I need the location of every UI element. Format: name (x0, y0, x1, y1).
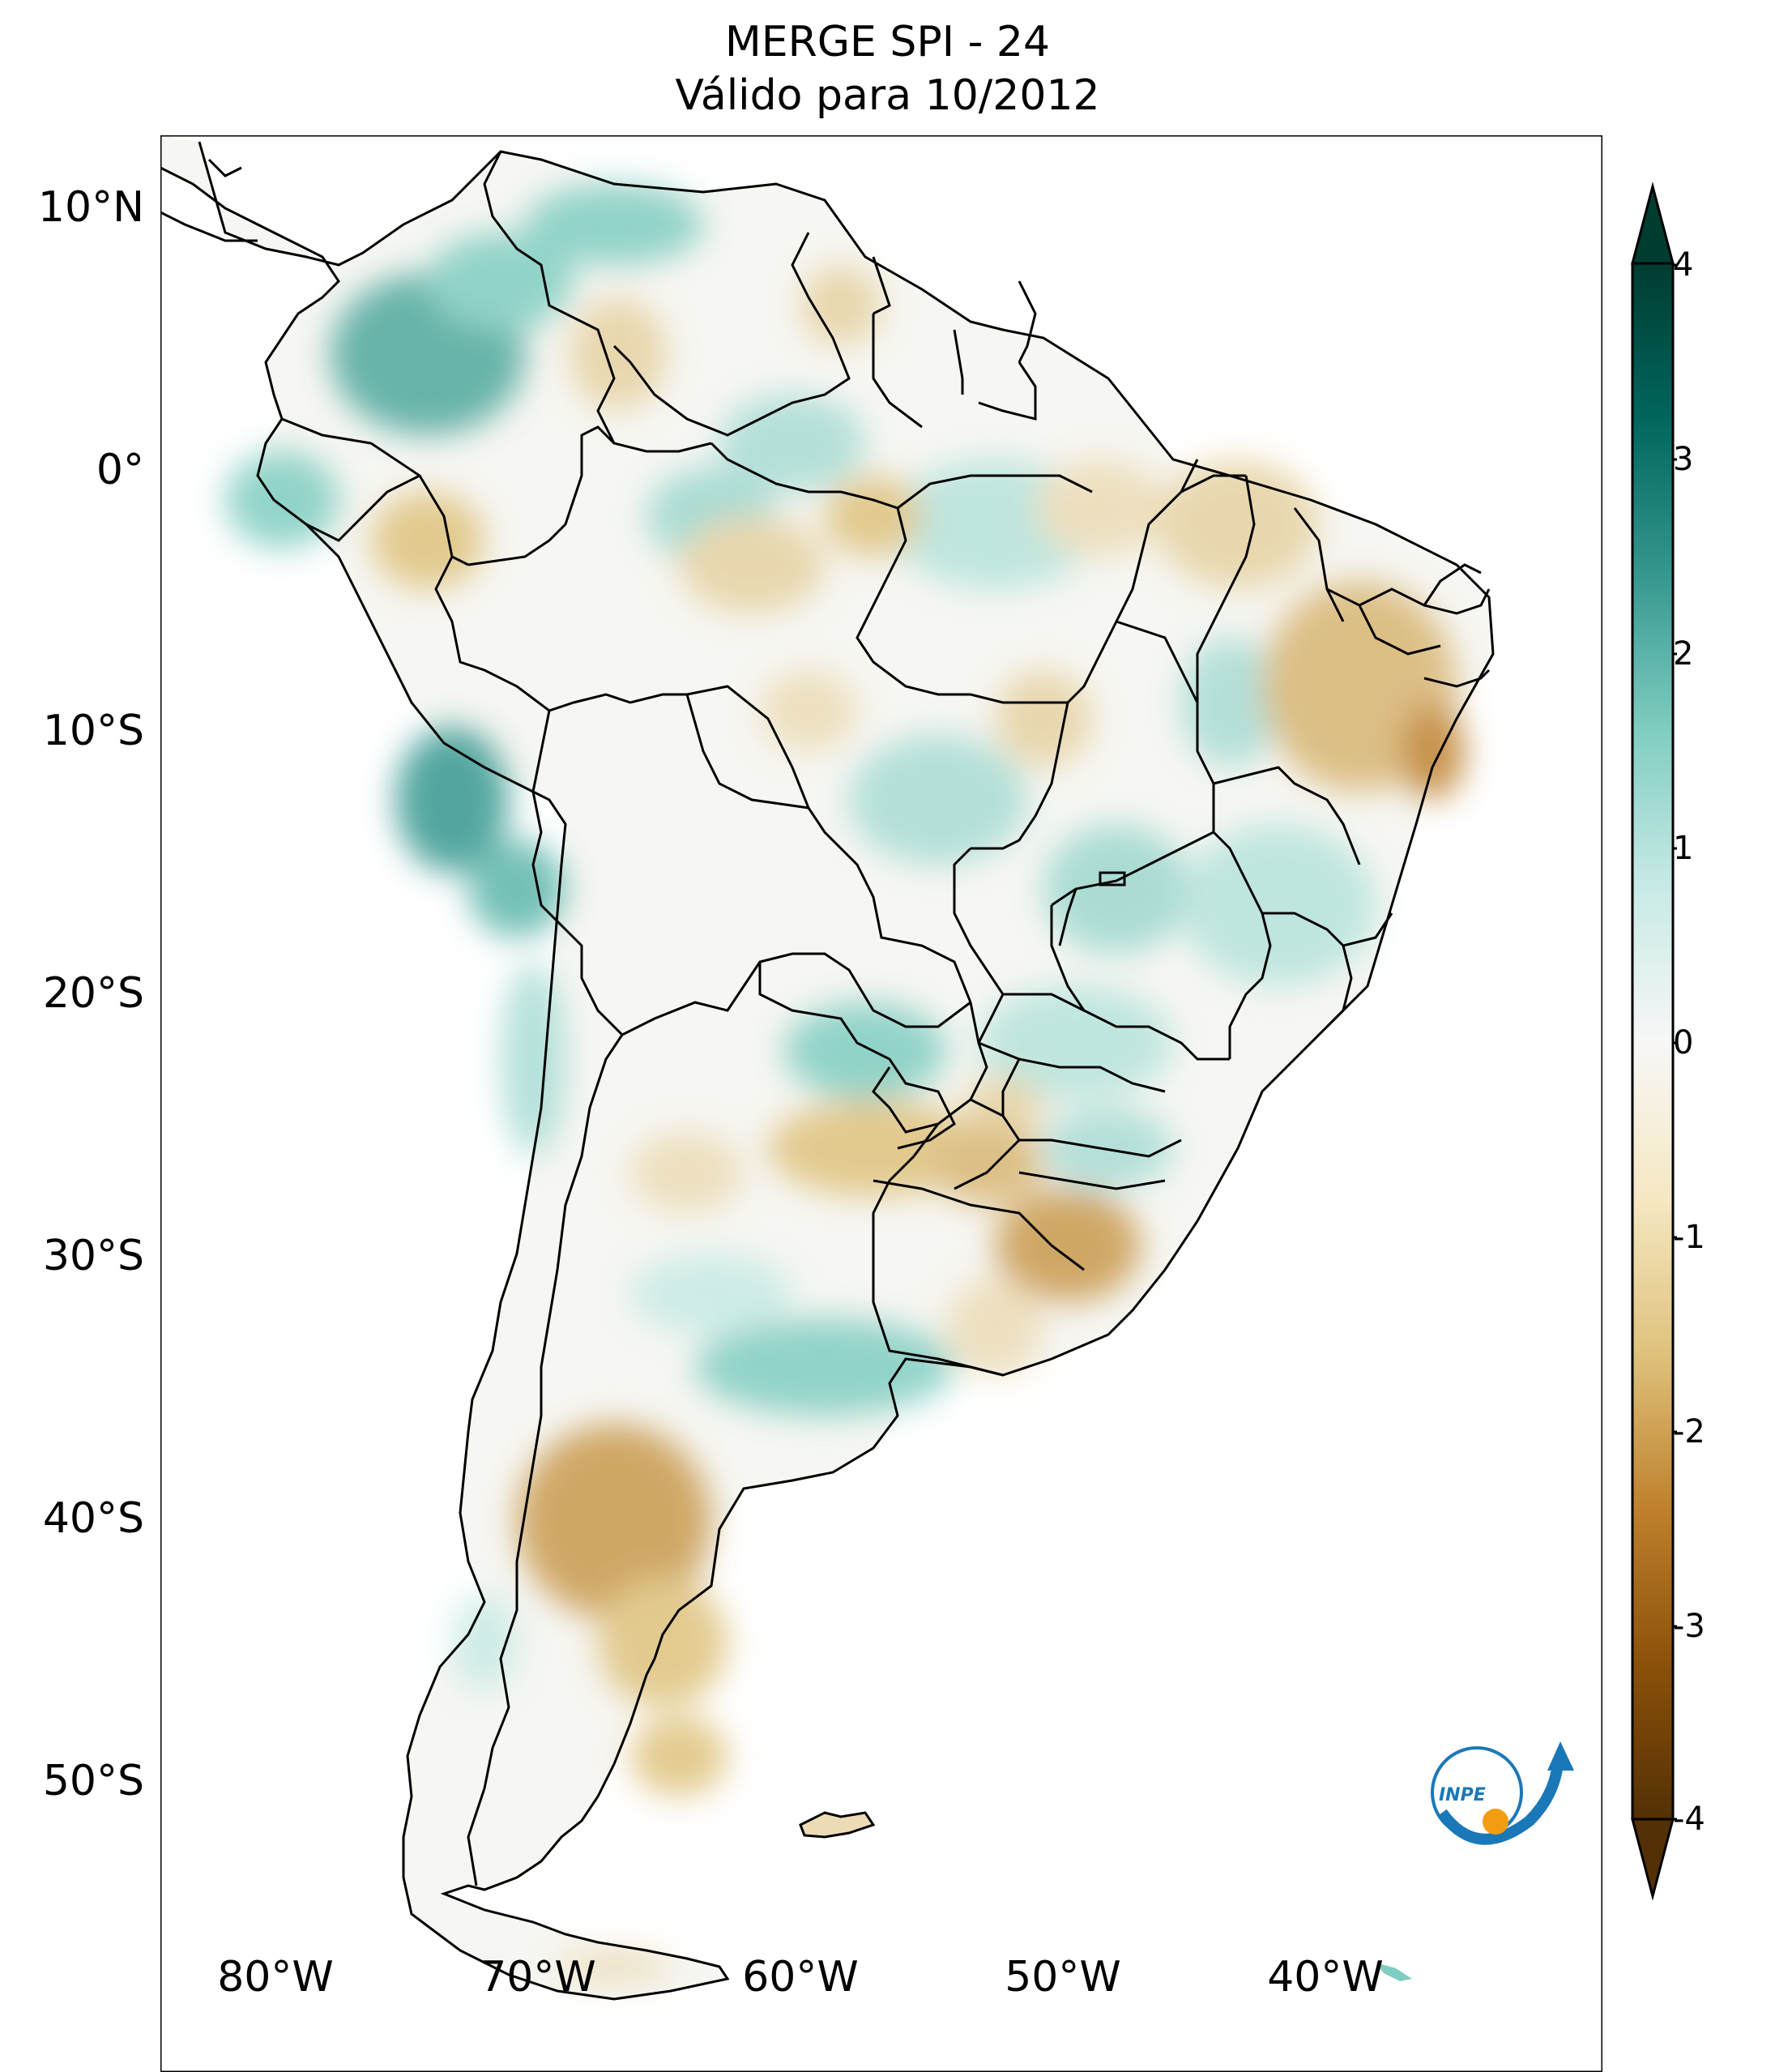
sun-icon (1483, 1809, 1508, 1835)
map-plot: INPE (160, 135, 1602, 2072)
inpe-logo-text: INPE (1439, 1785, 1486, 1805)
colorbar-tick-neg1: -1 (1673, 1219, 1705, 1256)
map-subtitle: Válido para 10/2012 (675, 71, 1100, 120)
colorbar-gradient (1631, 262, 1675, 1821)
colorbar-tick-neg3: -3 (1673, 1608, 1705, 1645)
inpe-logo: INPE (1431, 1741, 1574, 1845)
map-title: MERGE SPI - 24 (724, 18, 1051, 66)
lon-label-70w: 70°W (480, 1953, 596, 2002)
colorbar-extend-top (1631, 182, 1675, 265)
colorbar-tick-4: 4 (1673, 246, 1694, 284)
lon-label-40w: 40°W (1267, 1953, 1384, 2002)
lat-label-10n: 10°N (37, 183, 144, 232)
lat-label-20s: 20°S (42, 969, 144, 1018)
colorbar-tick-1: 1 (1673, 830, 1694, 867)
falkland-islands (799, 1811, 876, 1839)
colorbar-tick-2: 2 (1673, 635, 1694, 673)
colorbar-tick-3: 3 (1673, 441, 1694, 478)
south-georgia (1376, 1963, 1412, 1981)
lon-label-80w: 80°W (217, 1953, 334, 2002)
lon-label-60w: 60°W (742, 1953, 859, 2002)
colorbar-tick-neg4: -4 (1673, 1801, 1705, 1838)
lat-label-10s: 10°S (42, 707, 144, 755)
lat-label-50s: 50°S (42, 1757, 144, 1805)
lon-label-50w: 50°W (1005, 1953, 1121, 2002)
lat-label-0: 0° (96, 446, 144, 494)
colorbar-tick-0: 0 (1673, 1024, 1694, 1062)
colorbar-tick-neg2: -2 (1673, 1413, 1705, 1450)
lat-label-30s: 30°S (42, 1232, 144, 1280)
colorbar (1631, 182, 1677, 1900)
borders (160, 141, 1495, 2001)
colorbar-extend-bottom (1631, 1818, 1675, 1900)
lat-label-40s: 40°S (42, 1494, 144, 1543)
